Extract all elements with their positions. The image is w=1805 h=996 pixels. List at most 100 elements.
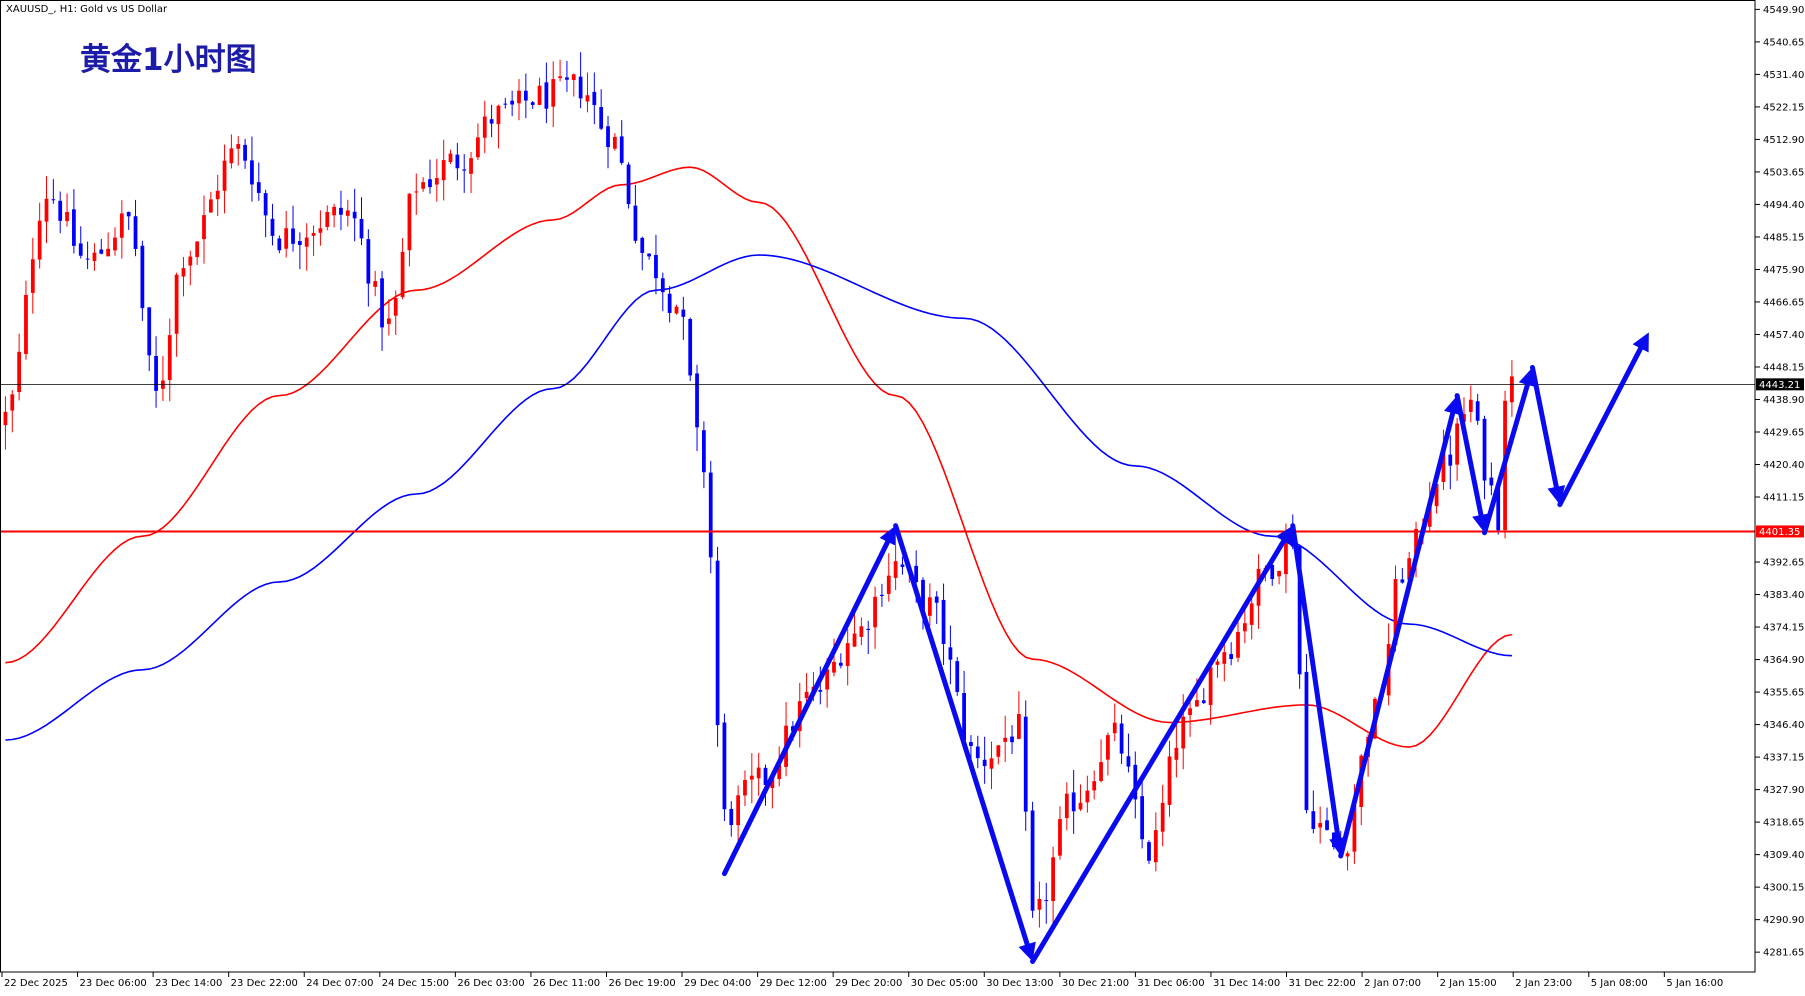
candle-body xyxy=(1037,898,1042,910)
candle-body xyxy=(1400,579,1405,583)
candle-body xyxy=(626,164,631,205)
candle-body xyxy=(1441,452,1446,482)
candle-body xyxy=(1448,454,1453,466)
candle xyxy=(859,617,864,646)
candle-body xyxy=(1051,857,1055,902)
candle-body xyxy=(893,561,898,578)
candle xyxy=(1325,807,1329,831)
arrow-shaft xyxy=(1454,393,1485,521)
price-lines xyxy=(0,383,1755,533)
candle xyxy=(660,272,665,312)
candle xyxy=(202,195,206,264)
candle-body xyxy=(277,238,282,251)
y-tick-label: 4383.40 xyxy=(1763,590,1804,601)
candle-body xyxy=(777,764,782,780)
candle-body xyxy=(921,579,925,614)
candle-body xyxy=(1496,488,1501,531)
candle xyxy=(366,229,371,307)
candle-body xyxy=(1489,477,1494,486)
candle-body xyxy=(1016,714,1021,739)
candle-body xyxy=(660,278,665,293)
candle xyxy=(72,189,76,254)
candle-body xyxy=(996,745,1001,757)
candle-body xyxy=(1181,716,1186,749)
x-tick-label: 23 Dec 06:00 xyxy=(80,978,147,989)
candle-body xyxy=(1407,558,1412,580)
candle-body xyxy=(1215,661,1220,665)
candle xyxy=(619,120,624,165)
candle xyxy=(886,553,891,602)
candle xyxy=(291,205,295,252)
candle xyxy=(647,253,651,260)
y-tick-label: 4503.65 xyxy=(1763,167,1804,178)
candle xyxy=(517,79,521,121)
candle-body xyxy=(503,103,508,105)
candle xyxy=(743,770,747,807)
candle xyxy=(1167,740,1172,817)
candle xyxy=(708,460,713,574)
candle xyxy=(277,235,282,254)
candle-body xyxy=(654,255,658,279)
candle-body xyxy=(1167,756,1172,805)
candle xyxy=(1023,700,1028,831)
candle xyxy=(996,745,1001,765)
candle-body xyxy=(599,107,604,129)
plot-frame xyxy=(0,0,1756,973)
candle xyxy=(3,396,8,450)
candle-body xyxy=(147,307,152,356)
candle xyxy=(592,72,597,125)
candle-body xyxy=(1482,418,1487,481)
candle-body xyxy=(558,76,562,79)
candle-body xyxy=(65,211,69,222)
candle-body xyxy=(1085,790,1090,803)
candle-body xyxy=(900,564,905,568)
candle xyxy=(1140,774,1145,849)
candle-body xyxy=(72,209,76,246)
candle xyxy=(154,336,158,408)
candle xyxy=(263,189,268,238)
candle xyxy=(1311,790,1316,834)
candle-body xyxy=(476,137,480,158)
candle-body xyxy=(106,248,111,257)
candle-body xyxy=(530,102,535,105)
candle xyxy=(434,158,439,202)
candle-body xyxy=(859,626,864,637)
candle xyxy=(523,73,528,119)
candle xyxy=(1058,806,1062,860)
candle-body xyxy=(1140,796,1145,840)
candle-body xyxy=(229,148,234,164)
x-tick-label: 31 Dec 06:00 xyxy=(1137,978,1204,989)
candle xyxy=(78,226,83,259)
candle xyxy=(1270,563,1275,586)
candle xyxy=(571,73,576,97)
candle-body xyxy=(517,90,521,104)
candle-body xyxy=(1242,623,1247,632)
candle-body xyxy=(489,119,494,124)
x-tick-label: 31 Dec 14:00 xyxy=(1213,978,1280,989)
candle-body xyxy=(955,661,960,692)
candle xyxy=(448,149,453,165)
candle-body xyxy=(215,190,220,200)
candle xyxy=(58,191,63,234)
candle-body xyxy=(756,767,761,779)
candle xyxy=(633,184,638,244)
candle-body xyxy=(886,575,891,594)
candle-body xyxy=(914,565,919,583)
candle-body xyxy=(434,178,439,185)
candle-body xyxy=(551,79,556,107)
candle-body xyxy=(236,144,241,149)
candle-body xyxy=(1112,722,1117,734)
candle xyxy=(1455,417,1460,481)
x-tick-label: 24 Dec 15:00 xyxy=(382,978,449,989)
candle xyxy=(1071,770,1076,834)
forecast-arrow xyxy=(1557,332,1649,508)
y-tick-label: 4494.40 xyxy=(1763,200,1804,211)
candle-body xyxy=(496,105,501,125)
candle xyxy=(387,299,391,336)
candle xyxy=(65,193,69,227)
candle xyxy=(462,154,467,193)
y-tick-label: 4281.65 xyxy=(1763,948,1804,959)
candle xyxy=(489,104,494,138)
candle-body xyxy=(948,647,953,660)
